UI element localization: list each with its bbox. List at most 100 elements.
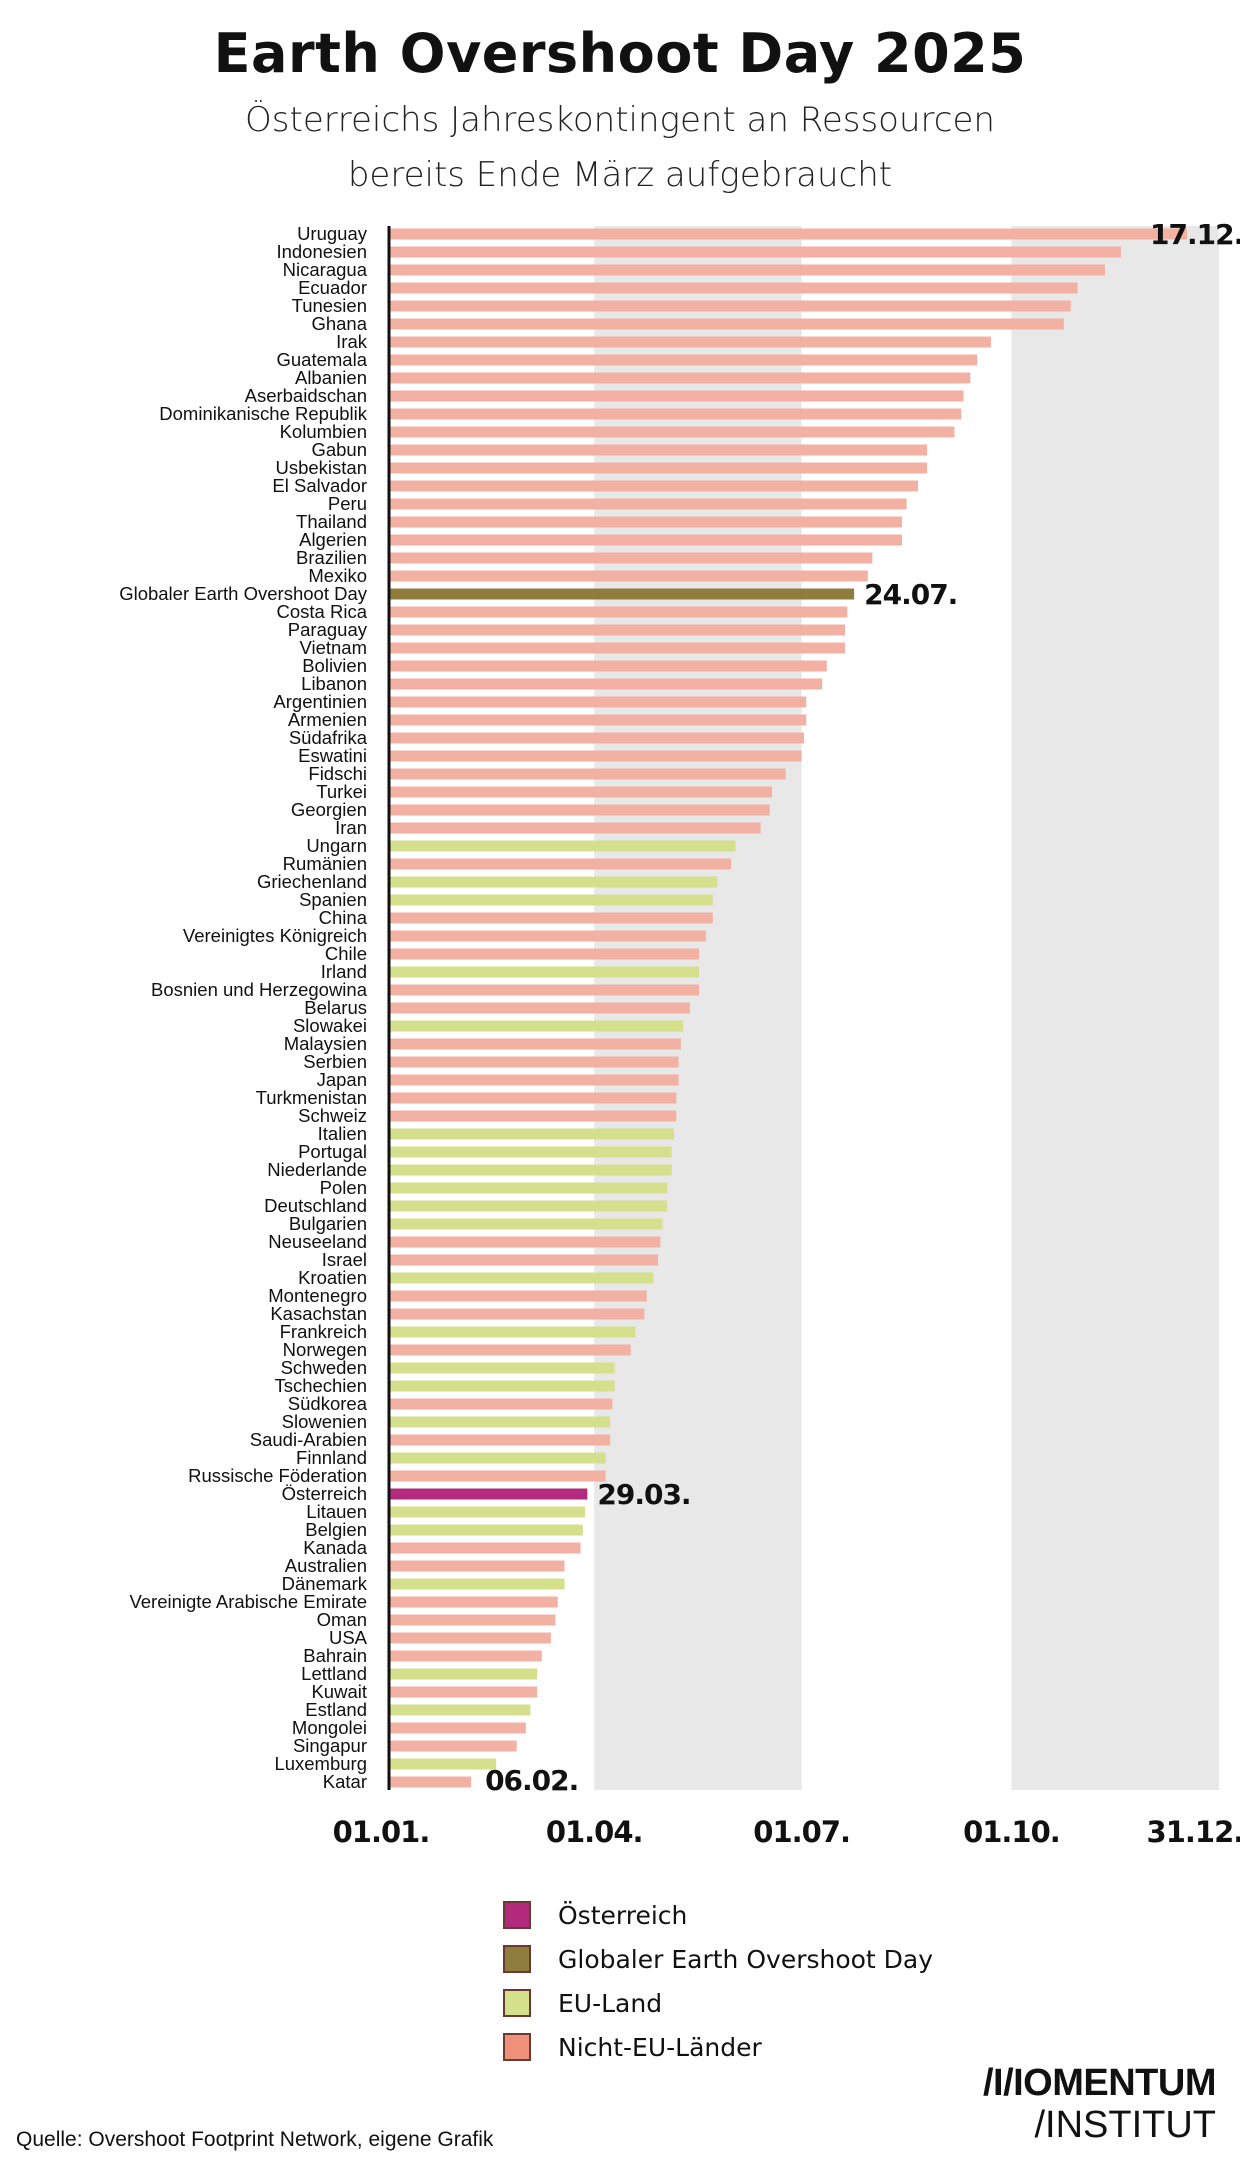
bar-non-eu [389,570,868,582]
bar-non-eu [389,786,773,798]
bar-non-eu [389,264,1105,276]
bar-non-eu [389,300,1071,312]
legend: Österreich Globaler Earth Overshoot Day … [503,1893,933,2069]
bar-non-eu [389,1632,551,1644]
bar-non-eu [389,282,1078,294]
bar-non-eu [389,1776,472,1788]
bar-non-eu [389,1290,647,1302]
bar-non-eu [389,1092,677,1104]
legend-item-non-eu: Nicht-EU-Länder [503,2025,933,2069]
bar-non-eu [389,948,700,960]
x-tick-label: 31.12. [1147,1815,1240,1849]
x-tick-label: 01.10. [963,1815,1060,1849]
bar-eu [389,1164,672,1176]
bar-non-eu [389,642,845,654]
bar-non-eu [389,1038,681,1050]
row-label: Indonesien [276,241,367,262]
x-tick-label: 01.04. [546,1815,643,1849]
legend-swatch-austria [503,1901,531,1929]
row-label: Costa Rica [277,601,368,622]
legend-swatch-global [503,1945,531,1973]
row-label: USA [329,1627,368,1648]
row-label: Saudi-Arabien [250,1429,367,1450]
bar-non-eu [389,1254,659,1266]
chart-title: Earth Overshoot Day 2025 [213,22,1027,85]
row-label: Mongolei [292,1717,367,1738]
row-label: Frankreich [280,1321,367,1342]
bar-non-eu [389,534,902,546]
bar-eu [389,1020,684,1032]
bar-non-eu [389,1074,679,1086]
bar-non-eu [389,696,807,708]
row-label: Lettland [301,1663,367,1684]
source-note: Quelle: Overshoot Footprint Network, eig… [16,2128,494,2151]
bar-non-eu [389,1686,538,1698]
bar-non-eu [389,1056,679,1068]
bar-non-eu [389,1344,631,1356]
bar-non-eu [389,678,823,690]
row-label: Slowenien [282,1411,367,1432]
row-label: Kroatien [298,1267,367,1288]
bar-non-eu [389,984,700,996]
bar-non-eu [389,552,873,564]
row-label: Gabun [311,439,367,460]
bar-non-eu [389,498,907,510]
bar-eu [389,1452,606,1464]
bar-non-eu [389,372,971,384]
row-label: Kasachstan [270,1303,367,1324]
row-label: Katar [323,1771,367,1792]
legend-label: Nicht-EU-Länder [558,2032,762,2062]
bar-non-eu [389,1236,661,1248]
bar-non-eu [389,1308,645,1320]
bar-non-eu [389,1650,542,1662]
chart-subtitle-line1: Österreichs Jahreskontingent an Ressourc… [245,100,995,140]
row-label: Slowakei [293,1015,367,1036]
legend-item-eu: EU-Land [503,1981,933,2025]
bar-non-eu [389,246,1121,258]
row-label: Belgien [305,1519,367,1540]
bar-eu [389,1182,668,1194]
bar-eu [389,1128,674,1140]
row-label: Nicaragua [283,259,368,280]
row-label: Kanada [303,1537,367,1558]
legend-label: Globaler Earth Overshoot Day [558,1944,934,1974]
row-label: Schweden [281,1357,367,1378]
x-tick-label: 01.01. [333,1815,430,1849]
value-label: 29.03. [597,1478,690,1511]
legend-label: EU-Land [558,1988,663,2018]
row-label: Globaler Earth Overshoot Day [119,583,368,604]
bar-eu [389,1668,538,1680]
row-label: Österreich [282,1483,367,1504]
row-label: Ungarn [306,835,367,856]
bar-eu [389,966,700,978]
row-label: Südkorea [288,1393,368,1414]
row-label: Spanien [299,889,367,910]
row-label: Vereinigtes Königreich [183,925,367,946]
bar-non-eu [389,408,962,420]
legend-item-global: Globaler Earth Overshoot Day [503,1937,933,1981]
bar-chart: UruguayIndonesienNicaraguaEcuadorTunesie… [119,218,1240,1849]
row-label: China [319,907,368,928]
row-label: Brazilien [296,547,367,568]
bar-eu [389,1758,497,1770]
bar-non-eu [389,480,918,492]
bar-non-eu [389,444,928,456]
row-label: Usbekistan [275,457,367,478]
row-label: Ecuador [298,277,367,298]
bar-non-eu [389,804,770,816]
legend-label: Österreich [558,1900,688,1930]
row-label: Argentinien [273,691,367,712]
row-label: Australien [285,1555,367,1576]
bar-eu [389,1362,615,1374]
row-label: Finnland [296,1447,367,1468]
bar-non-eu [389,714,807,726]
row-label: Bahrain [303,1645,367,1666]
bar-eu [389,894,713,906]
bar-non-eu [389,1470,606,1482]
row-label: Dominikanische Republik [159,403,367,424]
row-label: Vereinigte Arabische Emirate [129,1591,367,1612]
row-label: Vietnam [299,637,367,658]
row-label: Eswatini [298,745,367,766]
bar-eu [389,1146,672,1158]
row-label: Rumänien [283,853,367,874]
